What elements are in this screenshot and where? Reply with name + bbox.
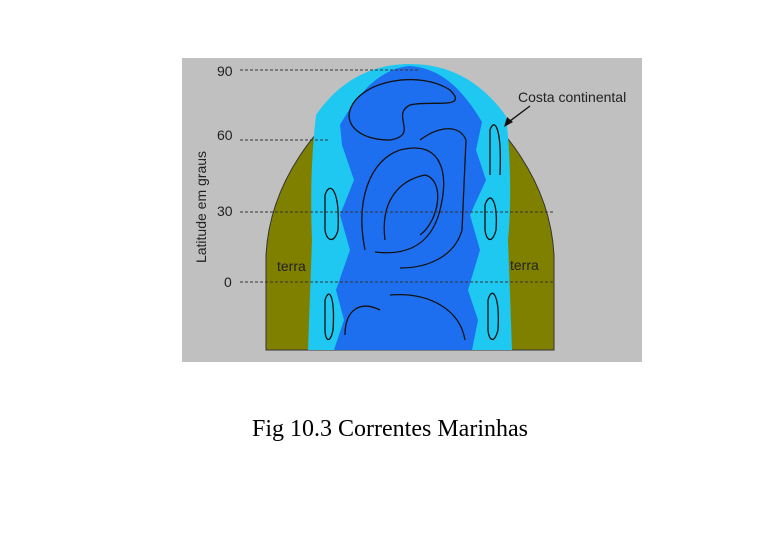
land-label: terra — [277, 258, 306, 274]
annotation: Costa continental — [518, 89, 626, 105]
lat-label: 0 — [224, 274, 232, 290]
current — [399, 128, 467, 269]
current — [361, 147, 445, 254]
current — [389, 294, 466, 341]
current — [484, 197, 497, 241]
current — [487, 292, 499, 341]
axis-label: Latitude em graus — [193, 151, 209, 263]
land-label: terra — [510, 257, 539, 273]
current — [348, 78, 457, 141]
lat-label: 60 — [217, 127, 233, 143]
caption: Fig 10.3 Correntes Marinhas — [252, 416, 528, 442]
lat-label: 90 — [217, 63, 233, 79]
current — [324, 187, 339, 241]
ocean — [334, 66, 486, 350]
current — [344, 305, 381, 336]
arrow-head — [504, 117, 513, 127]
lat-label: 30 — [217, 203, 233, 219]
currents — [324, 78, 501, 341]
current — [324, 293, 335, 341]
current — [383, 174, 439, 241]
current — [489, 124, 501, 176]
